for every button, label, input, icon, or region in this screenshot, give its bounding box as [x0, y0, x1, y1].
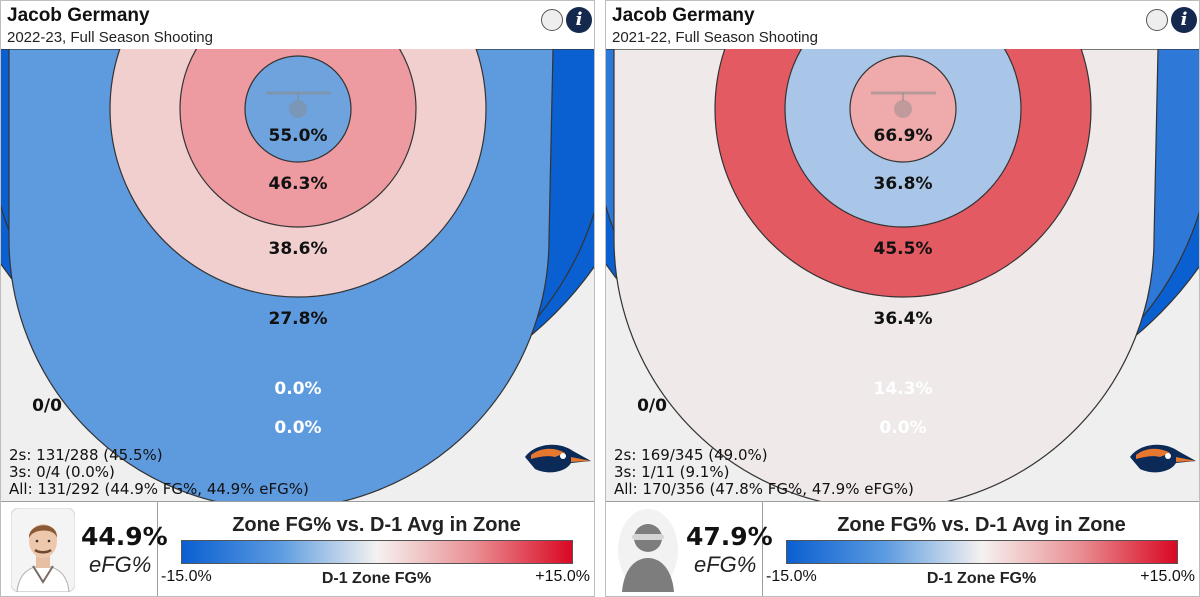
- zone-label-long2: 36.4%: [874, 309, 933, 329]
- silhouette-icon: [618, 509, 678, 592]
- panel-footer: 47.9% eFG% Zone FG% vs. D-1 Avg in Zone …: [606, 501, 1199, 596]
- circle-toggle-icon[interactable]: [541, 9, 563, 31]
- legend-max-label: +15.0%: [1140, 568, 1195, 585]
- zone-label-mid: 38.6%: [269, 239, 328, 259]
- stat-line-2s: 2s: 169/345 (49.0%): [614, 446, 768, 464]
- basket-icon: [266, 91, 331, 118]
- stat-line-2s: 2s: 131/288 (45.5%): [9, 446, 163, 464]
- legend-mid-label: D-1 Zone FG%: [321, 570, 432, 587]
- season-subtitle: 2021-22, Full Season Shooting: [612, 29, 818, 46]
- efg-label: eFG%: [89, 552, 152, 577]
- legend-title: Zone FG% vs. D-1 Avg in Zone: [837, 514, 1126, 536]
- season-subtitle: 2022-23, Full Season Shooting: [7, 29, 213, 46]
- zone-label-rim: 66.9%: [874, 126, 933, 146]
- info-icon[interactable]: i: [1171, 7, 1197, 33]
- shot-zone-court: 66.9% 36.8% 45.5% 36.4% 14.3% 0.0% 0/0: [606, 49, 1199, 501]
- efg-label: eFG%: [694, 552, 757, 577]
- legend-min-label: -15.0%: [161, 568, 212, 585]
- shot-chart-panel-2021-22: Jacob Germany 2021-22, Full Season Shoot…: [605, 0, 1200, 597]
- zone-label-corner: 0/0: [32, 396, 62, 416]
- stat-line-3s: 3s: 0/4 (0.0%): [9, 463, 115, 481]
- panel-footer: 44.9% eFG% Zone FG% vs. D-1 Avg in Zone …: [1, 501, 594, 596]
- zone-label-rim: 55.0%: [269, 126, 328, 146]
- legend-color-bar: [181, 540, 573, 564]
- efg-value: 47.9%: [686, 522, 773, 551]
- panel-header: Jacob Germany 2022-23, Full Season Shoot…: [1, 1, 594, 49]
- roadrunner-logo-icon: [525, 444, 591, 473]
- shot-chart-panel-2022-23: Jacob Germany 2022-23, Full Season Shoot…: [0, 0, 595, 597]
- shooting-stats: 2s: 169/345 (49.0%) 3s: 1/11 (9.1%) All:…: [614, 447, 914, 498]
- player-photo: [11, 508, 75, 592]
- zone-label-three-outer: 0.0%: [274, 418, 321, 438]
- roadrunner-logo-icon: [1130, 444, 1196, 473]
- circle-toggle-icon[interactable]: [1146, 9, 1168, 31]
- stat-line-all: All: 170/356 (47.8% FG%, 47.9% eFG%): [614, 480, 914, 498]
- stat-line-3s: 3s: 1/11 (9.1%): [614, 463, 730, 481]
- legend-title: Zone FG% vs. D-1 Avg in Zone: [232, 514, 521, 536]
- shot-zone-court: 55.0% 46.3% 38.6% 27.8% 0.0% 0.0% 0/0: [1, 49, 594, 501]
- zone-label-mid: 45.5%: [874, 239, 933, 259]
- player-summary: 44.9% eFG%: [1, 502, 168, 596]
- player-name: Jacob Germany: [612, 5, 755, 26]
- legend-mid-label: D-1 Zone FG%: [926, 570, 1037, 587]
- zone-label-three-inner: 0.0%: [274, 379, 321, 399]
- panel-header: Jacob Germany 2021-22, Full Season Shoot…: [606, 1, 1199, 49]
- zone-label-short: 36.8%: [874, 174, 933, 194]
- zone-label-short: 46.3%: [269, 174, 328, 194]
- basket-icon: [871, 91, 936, 118]
- zone-label-corner: 0/0: [637, 396, 667, 416]
- stat-line-all: All: 131/292 (44.9% FG%, 44.9% eFG%): [9, 480, 309, 498]
- zone-rim: [849, 55, 957, 163]
- zone-rim: [244, 55, 352, 163]
- zone-label-long2: 27.8%: [269, 309, 328, 329]
- legend-min-label: -15.0%: [766, 568, 817, 585]
- zone-label-three-inner: 14.3%: [874, 379, 933, 399]
- zone-label-three-outer: 0.0%: [879, 418, 926, 438]
- info-icon[interactable]: i: [566, 7, 592, 33]
- player-summary: 47.9% eFG%: [606, 502, 773, 596]
- legend-max-label: +15.0%: [535, 568, 590, 585]
- legend-color-bar: [786, 540, 1178, 564]
- player-name: Jacob Germany: [7, 5, 150, 26]
- shooting-stats: 2s: 131/288 (45.5%) 3s: 0/4 (0.0%) All: …: [9, 447, 309, 498]
- efg-value: 44.9%: [81, 522, 168, 551]
